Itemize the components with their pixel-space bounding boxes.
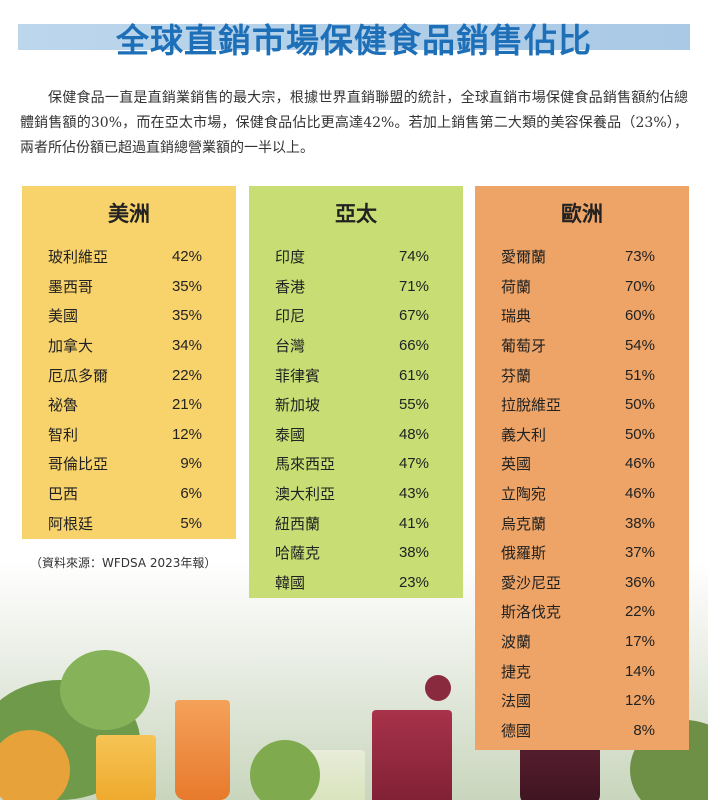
- table-row: 澳大利亞 43%: [275, 485, 429, 504]
- table-row: 智利 12%: [48, 425, 202, 444]
- table-row: 巴西 6%: [48, 485, 202, 504]
- table-row: 捷克 14%: [501, 662, 655, 681]
- table-row: 烏克蘭 38%: [501, 514, 655, 533]
- table-row: 愛爾蘭 73%: [501, 248, 655, 267]
- table-row: 斯洛伐克 22%: [501, 603, 655, 622]
- table-row: 韓國 23%: [275, 573, 429, 592]
- table-row: 荷蘭 70%: [501, 277, 655, 296]
- table-row: 愛沙尼亞 36%: [501, 573, 655, 592]
- region-title: 亞太: [335, 202, 377, 226]
- table-row: 印尼 67%: [275, 307, 429, 326]
- table-row: 立陶宛 46%: [501, 485, 655, 504]
- table-row: 哈薩克 38%: [275, 544, 429, 563]
- table-row: 玻利維亞 42%: [48, 248, 202, 267]
- region-title: 歐洲: [561, 202, 603, 226]
- page-title: 全球直銷市場保健食品銷售佔比: [116, 21, 592, 60]
- table-row: 瑞典 60%: [501, 307, 655, 326]
- table-row: 拉脫維亞 50%: [501, 396, 655, 415]
- table-row: 俄羅斯 37%: [501, 544, 655, 563]
- region-card-asia-pacific: 亞太 印度 74% 香港 71% 印尼 67% 台灣 66% 菲律賓 61% 新加坡 55%…: [249, 186, 463, 598]
- table-row: 波蘭 17%: [501, 633, 655, 652]
- table-row: 菲律賓 61%: [275, 366, 429, 385]
- table-row: 芬蘭 51%: [501, 366, 655, 385]
- region-card-europe: 歐洲 愛爾蘭 73% 荷蘭 70% 瑞典 60% 葡萄牙 54% 芬蘭 51% 拉脫維亞 5…: [475, 186, 689, 750]
- source-note: （資料來源：WFDSA 2023年報）: [30, 556, 217, 570]
- table-row: 台灣 66%: [275, 337, 429, 356]
- table-row: 義大利 50%: [501, 425, 655, 444]
- table-row: 印度 74%: [275, 248, 429, 267]
- table-row: 墨西哥 35%: [48, 277, 202, 296]
- table-row: 香港 71%: [275, 277, 429, 296]
- table-row: 馬來西亞 47%: [275, 455, 429, 474]
- table-row: 紐西蘭 41%: [275, 514, 429, 533]
- table-row: 哥倫比亞 9%: [48, 455, 202, 474]
- title-band: [18, 24, 690, 50]
- intro-paragraph: 保健食品一直是直銷業銷售的最大宗，根據世界直銷聯盟的統計，全球直銷市場保健食品銷…: [20, 90, 688, 156]
- table-row: 法國 12%: [501, 692, 655, 711]
- table-row: 厄瓜多爾 22%: [48, 366, 202, 385]
- table-row: 泰國 48%: [275, 425, 429, 444]
- table-row: 新加坡 55%: [275, 396, 429, 415]
- table-row: 加拿大 34%: [48, 337, 202, 356]
- table-row: 葡萄牙 54%: [501, 337, 655, 356]
- table-row: 英國 46%: [501, 455, 655, 474]
- region-card-america: 美洲 玻利維亞 42% 墨西哥 35% 美國 35% 加拿大 34% 厄瓜多爾 22% 祕…: [22, 186, 236, 539]
- table-row: 阿根廷 5%: [48, 514, 202, 533]
- table-row: 德國 8%: [501, 721, 655, 740]
- table-row: 美國 35%: [48, 307, 202, 326]
- region-title: 美洲: [108, 202, 150, 226]
- table-row: 祕魯 21%: [48, 396, 202, 415]
